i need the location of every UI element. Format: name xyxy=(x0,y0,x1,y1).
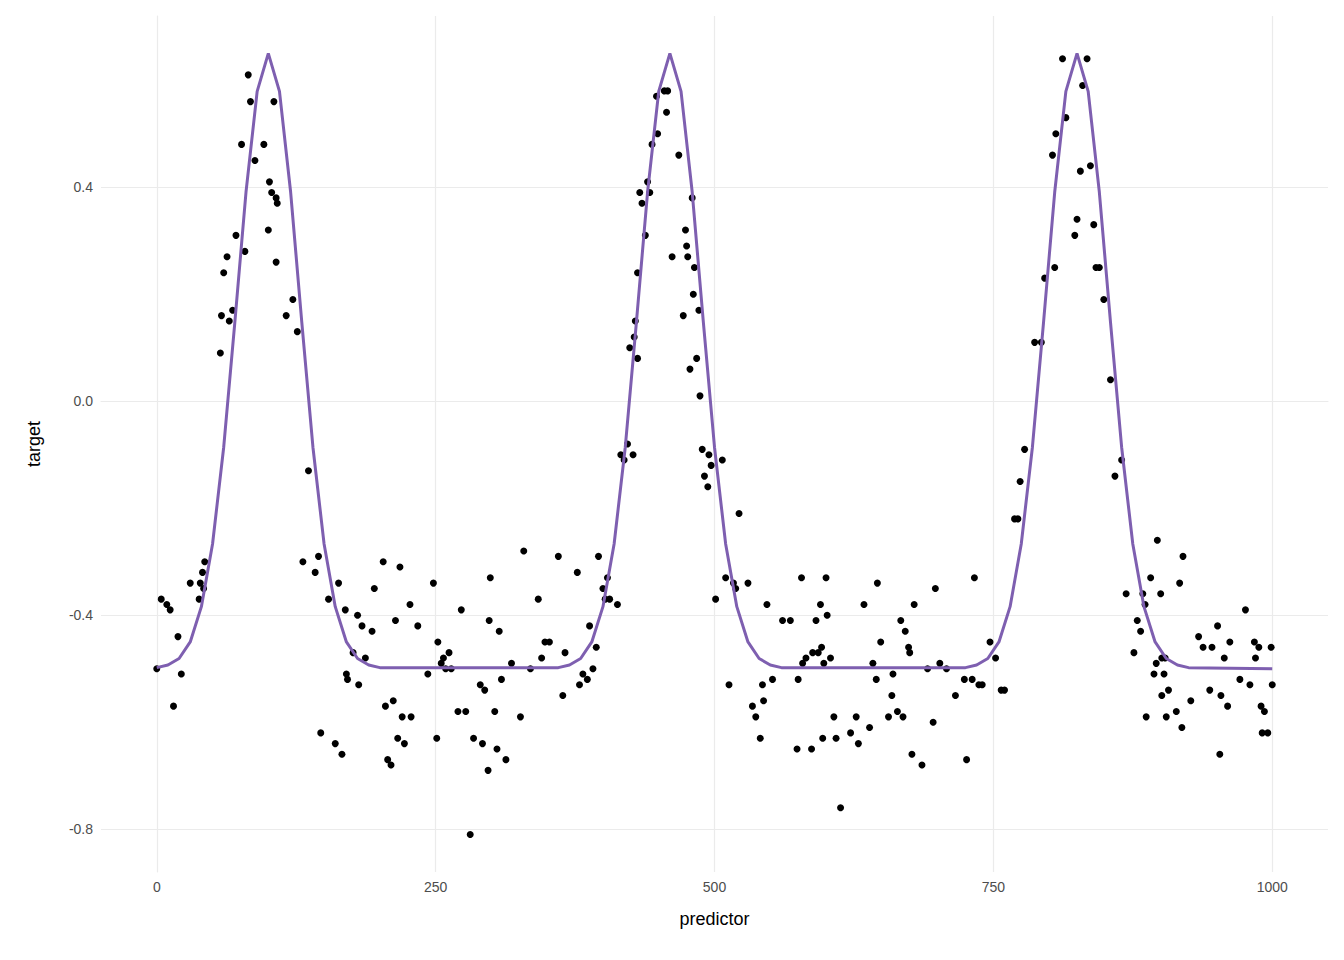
svg-text:500: 500 xyxy=(703,879,727,895)
svg-text:1000: 1000 xyxy=(1257,879,1288,895)
svg-text:0: 0 xyxy=(153,879,161,895)
svg-text:0.0: 0.0 xyxy=(74,393,94,409)
svg-text:predictor: predictor xyxy=(679,909,749,929)
svg-text:750: 750 xyxy=(982,879,1006,895)
svg-text:-0.8: -0.8 xyxy=(69,821,93,837)
svg-text:target: target xyxy=(24,421,44,467)
svg-text:250: 250 xyxy=(424,879,448,895)
svg-text:-0.4: -0.4 xyxy=(69,607,93,623)
svg-text:0.4: 0.4 xyxy=(74,179,94,195)
